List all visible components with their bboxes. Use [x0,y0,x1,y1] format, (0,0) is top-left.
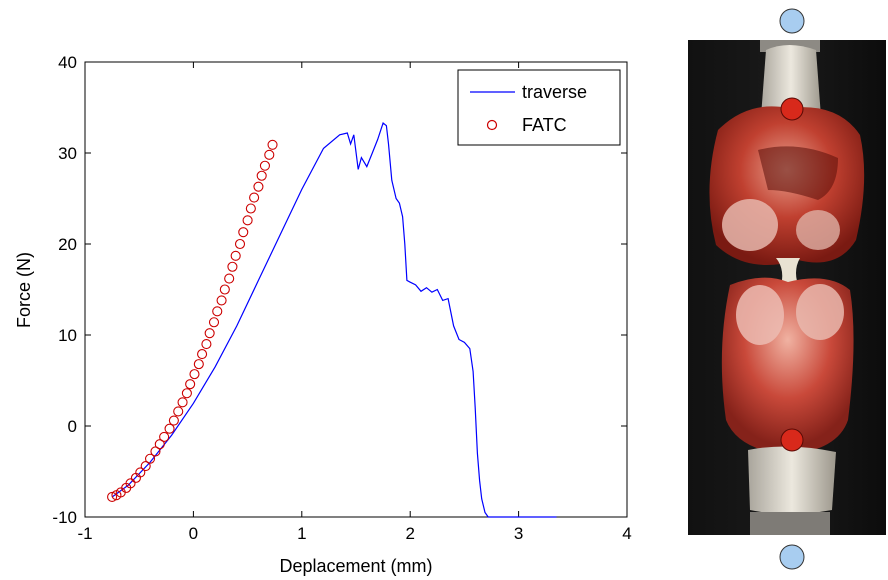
data-point-fatc [135,467,146,478]
series-line-traverse [111,121,557,518]
data-point-fatc [107,491,118,503]
data-point-fatc [238,227,249,238]
bottom-clamp [750,512,830,535]
data-point-fatc [193,359,204,370]
data-point-fatc [245,203,256,214]
x-tick-label: 3 [514,524,523,543]
data-point-fatc [177,397,188,408]
data-point-fatc [185,379,196,390]
data-point-fatc [242,215,253,226]
legend-fatc-label: FATC [522,115,567,135]
data-point-fatc [212,306,223,317]
data-point-fatc [197,349,208,360]
y-tick-label: 30 [58,144,77,163]
y-tick-label: 10 [58,326,77,345]
data-point-fatc [208,317,220,328]
y-axis-label: Force (N) [14,252,34,328]
data-point-fatc [181,388,192,399]
data-point-fatc [201,339,212,350]
data-point-fatc [224,273,235,284]
y-tick-label: 20 [58,235,77,254]
legend-traverse-label: traverse [522,82,587,102]
lower-condyle-left [736,285,784,345]
data-point-fatc [173,406,184,417]
data-point-fatc [249,192,260,203]
y-tick-label: 40 [58,53,77,72]
upper-dark-region [758,146,838,200]
x-axis-label: Deplacement (mm) [279,556,432,576]
data-point-fatc [154,439,165,450]
lower-red-marker [780,428,804,452]
y-tick-label: 0 [68,417,77,436]
upper-condyle-right [796,210,840,250]
data-point-fatc [230,250,241,261]
data-point-fatc [189,369,200,380]
y-tick-label: -10 [52,508,77,527]
data-point-fatc [256,170,267,181]
x-tick-label: 1 [297,524,306,543]
data-point-fatc [267,139,278,150]
lower-condyle-right [796,284,844,340]
data-point-fatc [150,446,161,457]
legend: traverse FATC [457,69,621,146]
data-point-fatc [234,238,246,250]
series-layer [107,121,557,518]
specimen-photo [688,40,886,535]
data-point-fatc [159,431,170,442]
data-point-fatc [216,295,227,306]
x-tick-label: 4 [622,524,631,543]
data-point-fatc [219,284,230,295]
bottom-bone [748,446,836,514]
data-point-fatc [164,423,175,434]
data-point-fatc [204,328,215,339]
data-point-fatc [253,181,264,192]
legend-fatc-swatch [486,119,498,131]
data-point-fatc [140,460,151,472]
data-point-fatc [264,149,275,160]
data-point-fatc [227,261,238,272]
upper-condyle-left [722,199,778,251]
legend-box [457,69,621,146]
x-tick-label: 2 [405,524,414,543]
data-point-fatc [168,415,179,426]
x-tick-label: 0 [189,524,198,543]
data-point-fatc [144,453,156,464]
upper-red-marker [780,97,804,121]
data-point-fatc [125,478,136,489]
data-point-fatc [259,160,270,171]
x-tick-label: -1 [77,524,92,543]
